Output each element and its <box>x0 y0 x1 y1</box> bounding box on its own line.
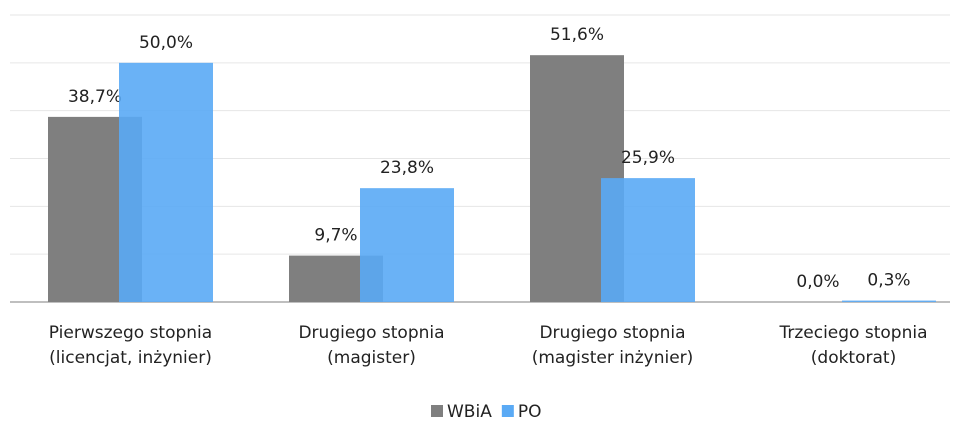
x-tick-label: Drugiego stopnia (magister) <box>298 323 444 368</box>
legend-label: PO <box>518 402 542 422</box>
x-tick-label: Pierwszego stopnia (licencjat, inżynier) <box>49 323 212 368</box>
x-tick-label: Trzeciego stopnia (doktorat) <box>778 323 927 368</box>
bar <box>119 62 213 303</box>
legend-swatch <box>431 405 443 417</box>
data-label: 0,0% <box>796 272 839 292</box>
x-tick-label: Drugiego stopnia (magister inżynier) <box>532 323 694 368</box>
data-label: 38,7% <box>68 87 122 107</box>
data-label: 9,7% <box>314 226 357 246</box>
bar <box>360 188 454 302</box>
data-label: 23,8% <box>380 158 434 178</box>
legend-swatch <box>501 405 514 417</box>
bar <box>601 178 695 302</box>
data-label: 0,3% <box>867 271 910 291</box>
data-label: 51,6% <box>550 25 604 45</box>
data-label: 50,0% <box>139 33 193 53</box>
bar <box>842 300 936 302</box>
data-label: 25,9% <box>621 148 675 168</box>
legend-label: WBiA <box>447 402 492 422</box>
